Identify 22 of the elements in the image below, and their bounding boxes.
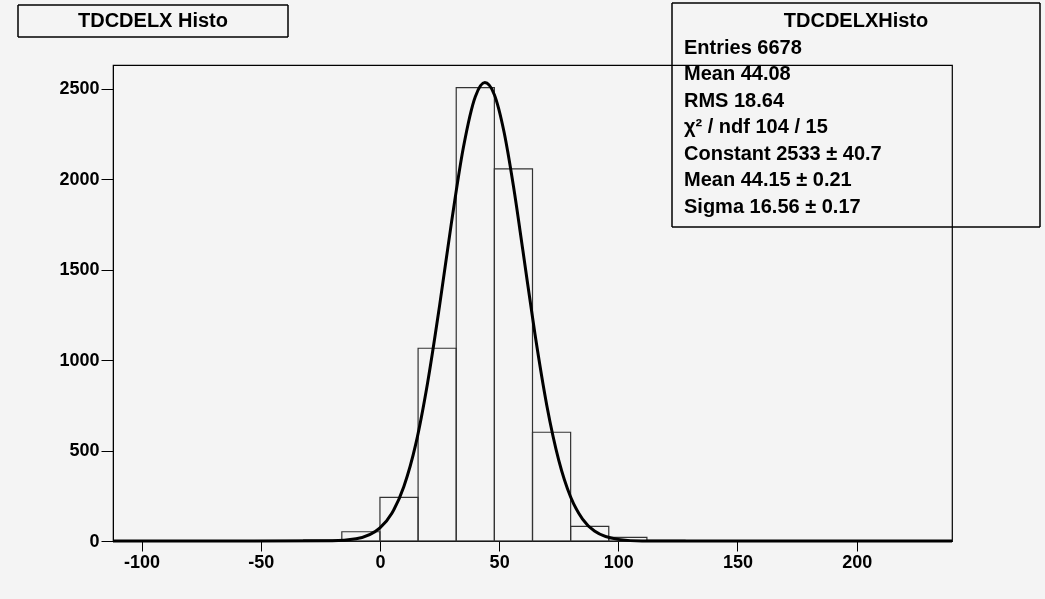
text: TDCDELXHisto	[783, 9, 929, 31]
text: Entries 6678	[684, 35, 802, 58]
annotation: RMS 18.64	[684, 88, 785, 111]
y-tick-label: 1500	[59, 259, 100, 280]
chart-title: TDCDELX Histo	[78, 9, 228, 31]
y-tick-label: 1000	[59, 349, 100, 370]
x-tick-label: -50	[248, 551, 275, 572]
annotation: Sigma 16.56 ± 0.17	[684, 194, 861, 217]
x-tick-label: 50	[489, 551, 510, 572]
y-tick-label: 2000	[59, 168, 100, 189]
y-tick-label: 0	[89, 530, 100, 551]
x-tick-label: 0	[375, 551, 386, 572]
x-tick-label: 150	[722, 551, 754, 572]
annotation: Mean 44.08	[684, 62, 791, 84]
annotation: Mean 44.15 ± 0.21	[684, 168, 852, 190]
x-tick-label: 200	[842, 551, 873, 572]
annotation: χ² / ndf 104 / 15	[684, 115, 828, 137]
annotation: Constant 2533 ± 40.7	[684, 141, 882, 164]
x-tick-label: 100	[603, 551, 634, 572]
y-tick-label: 2500	[59, 78, 100, 99]
y-tick-label: 500	[69, 440, 100, 461]
x-tick-label: -100	[124, 551, 161, 572]
